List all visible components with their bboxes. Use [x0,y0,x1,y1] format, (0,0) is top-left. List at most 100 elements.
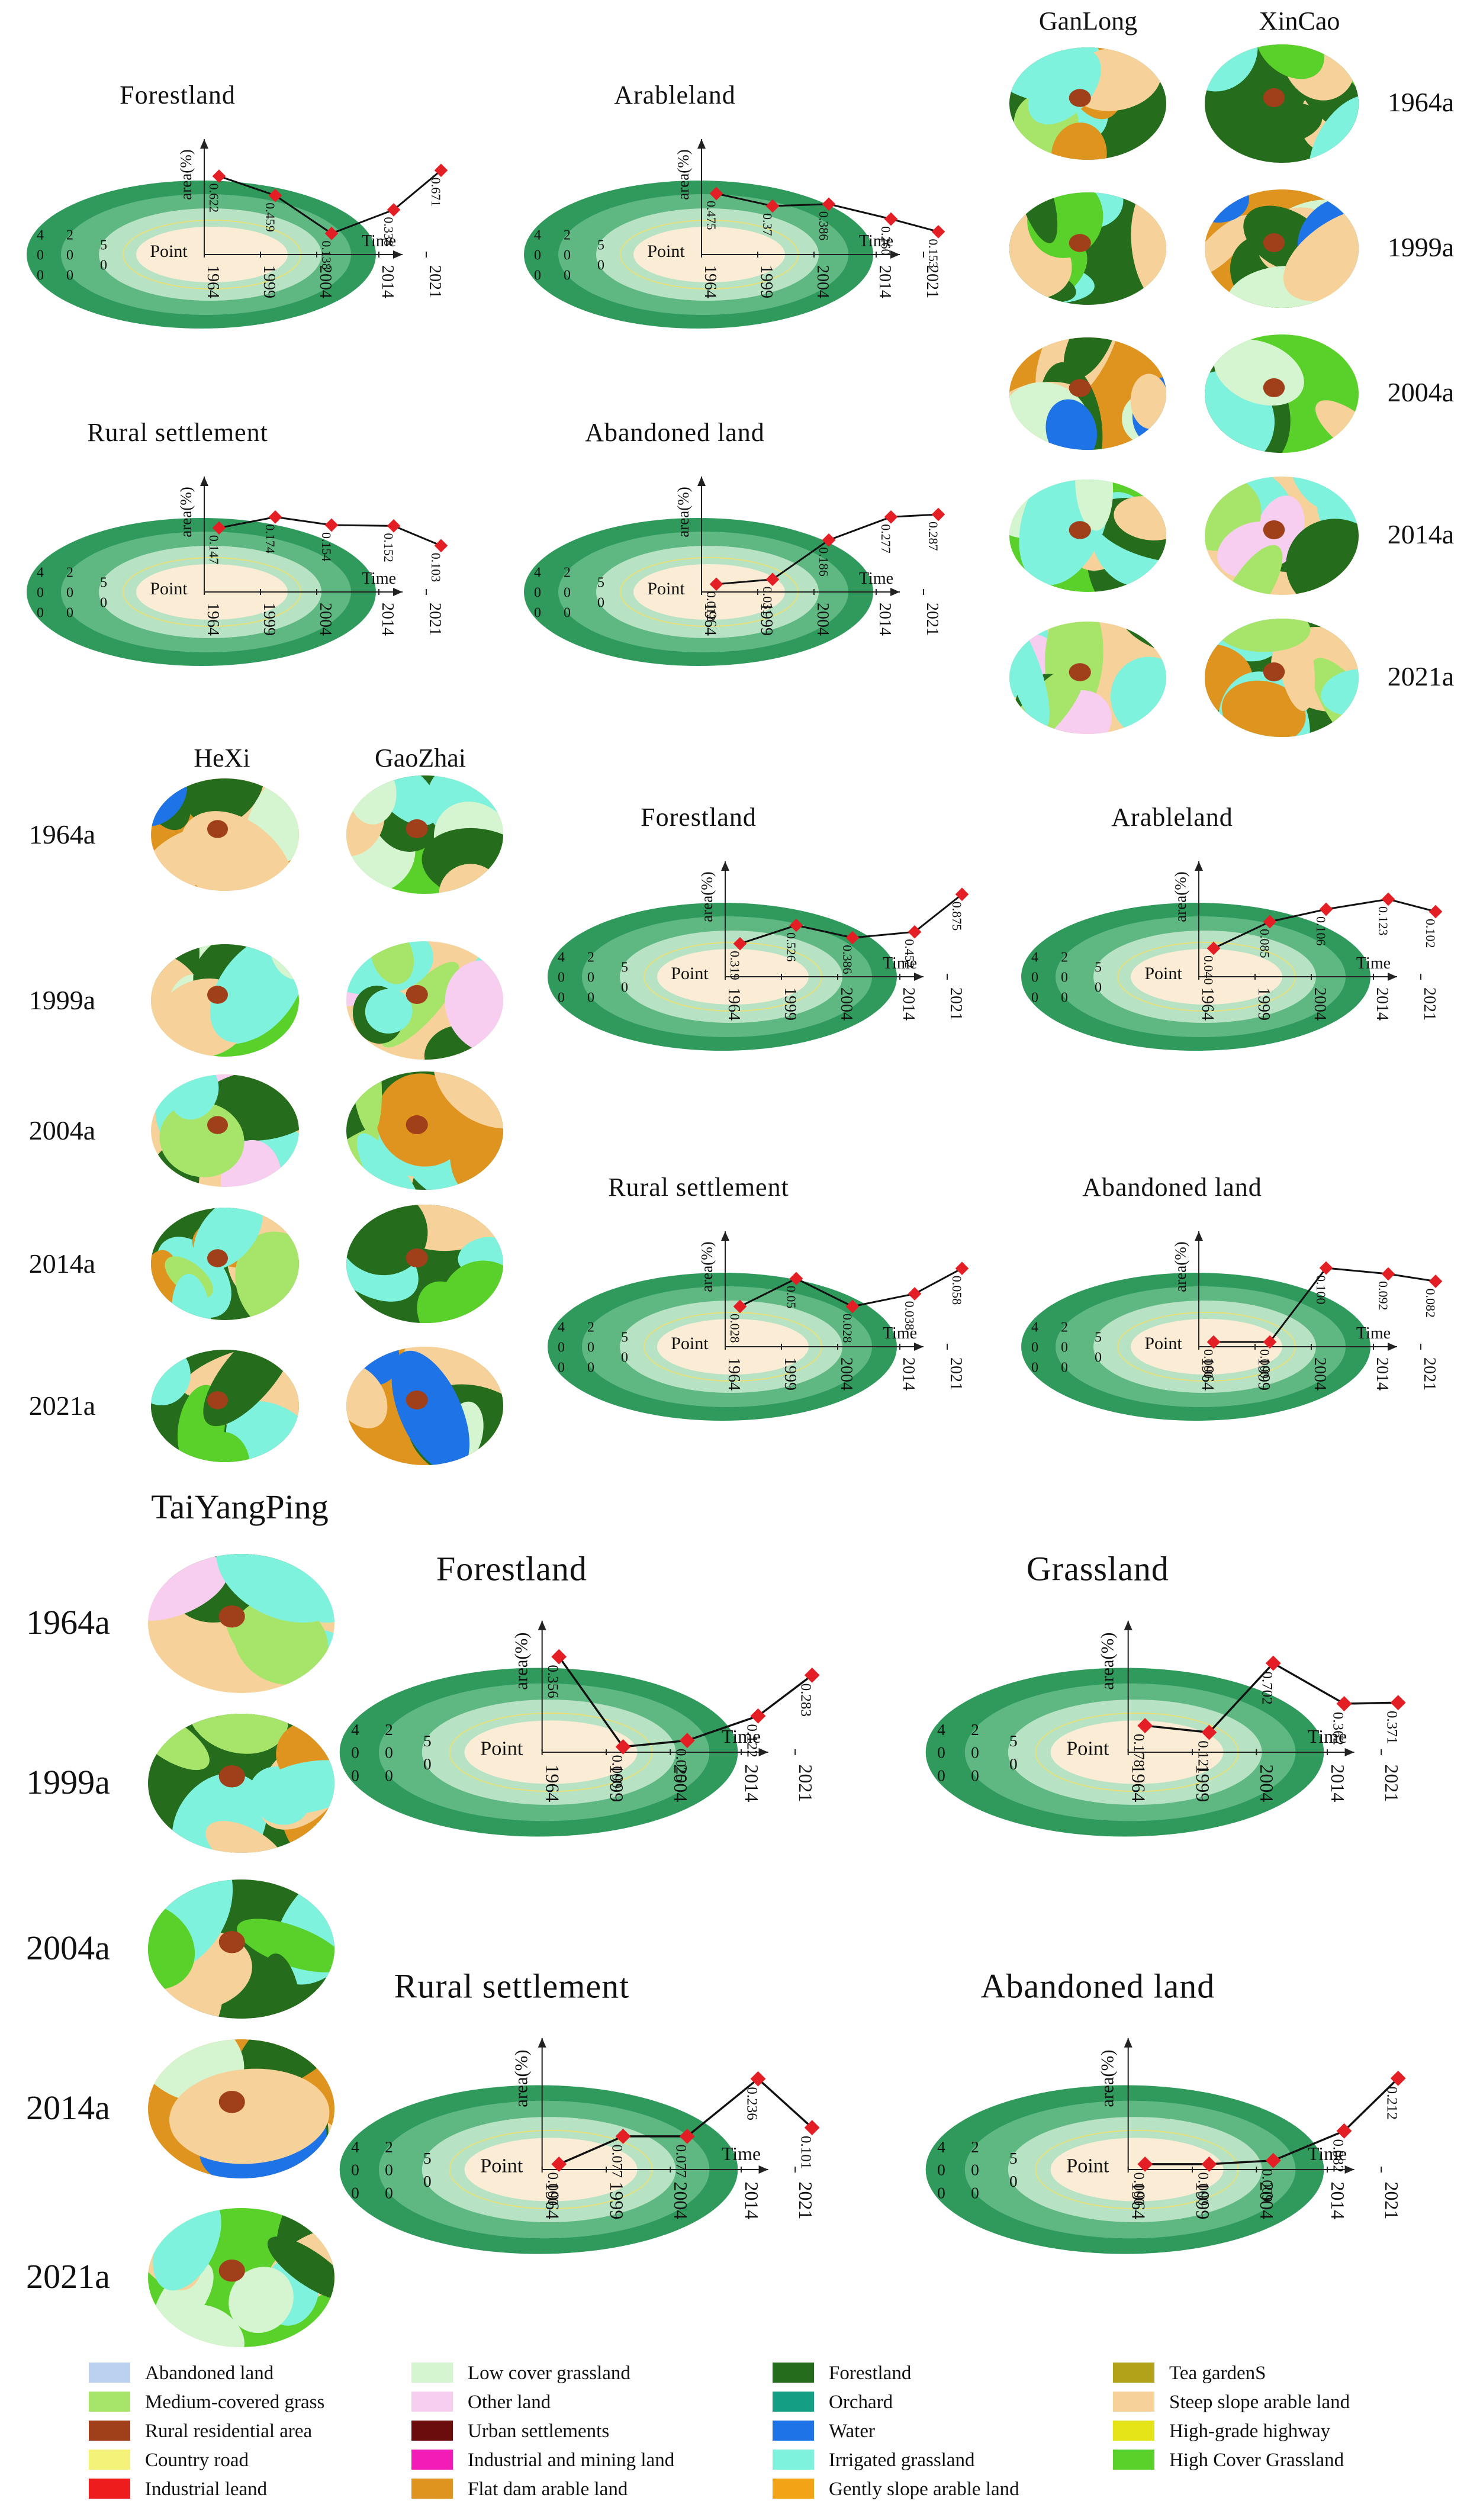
settlement-patch [207,1116,228,1134]
ring-label: 0 [100,595,107,610]
map-hexi [151,1208,299,1320]
x-axis-arrow [914,1343,924,1351]
x-axis-label: Time [859,569,893,588]
y-axis-label: area(%) [698,1241,716,1292]
data-label: 0.338 [381,217,396,246]
data-label: 0.077 [609,2145,625,2178]
y-axis-arrow [200,139,208,149]
x-axis-arrow [758,1748,768,1756]
ring-label: 0 [534,585,541,600]
x-axis-arrow [393,588,403,596]
ring-label: 0 [1031,1360,1038,1375]
data-label: 0.371 [1384,1711,1399,1744]
ring-label: 2 [587,950,594,965]
ring-label: 0 [558,990,565,1005]
y-axis-arrow [697,139,706,149]
year-label: 1999 [1192,2182,1213,2220]
data-label: 0.260 [879,226,893,256]
data-marker [1381,892,1395,906]
ring-label: 0 [1061,1340,1068,1355]
ring-label: 0 [937,2161,945,2179]
legend-swatch [773,2363,814,2383]
x-axis-arrow [1344,1748,1354,1756]
data-label: 0.000 [609,1755,625,1788]
ring-chart-6: 4 0 0 2 0 0 5 0 Point Time area(%) 1964 1999 2004 2014… [548,1173,969,1421]
year-label: 2014 [876,265,894,298]
data-marker [709,186,723,201]
map-patch [1130,374,1166,429]
data-label: 0.058 [950,1276,964,1305]
map-gaozhai [346,775,503,894]
legend-label: Orchard [829,2392,893,2413]
legend-swatch [773,2450,814,2470]
data-marker [908,1287,922,1301]
chart-title: Grassland [1027,1549,1169,1588]
data-marker [750,1708,766,1724]
ring-label: 0 [597,595,604,610]
year-label: 1964 [1128,1765,1149,1803]
data-marker [884,212,898,226]
point-label: Point [1144,1334,1182,1353]
year-label: 1999 [260,265,278,298]
map-patch [1256,44,1324,79]
data-label: 0.152 [381,533,396,562]
data-label: 0.459 [263,202,278,232]
year-row-label: 2014a [26,2088,110,2127]
chart-title: Abandoned land [981,1967,1215,2005]
map-ganlong [1009,192,1166,305]
data-label: 0.038 [902,1301,917,1331]
year-row-label: 1999a [1388,232,1454,262]
year-label: 1999 [1192,1765,1213,1803]
ring-chart-10: 4 0 0 2 0 0 5 0 Point Time area(%) 1964 1999 2004 2014… [339,1967,820,2254]
ring-label: 2 [66,565,73,580]
map-patch [252,1760,334,1814]
data-marker [733,1299,747,1314]
data-label: 0.009 [1259,2168,1275,2202]
ring-label: 0 [385,1744,393,1762]
y-axis-arrow [200,477,208,486]
ring-label: 0 [564,247,571,263]
map-patch [180,811,294,891]
map-gaozhai [346,1205,503,1323]
ring-label: 0 [558,970,565,985]
year-label: 2014 [876,603,894,636]
map-xincao [1205,619,1359,737]
data-label: 0.526 [784,932,799,962]
settlement-patch [218,2259,245,2282]
ring-label: 0 [423,1755,432,1773]
year-label: 1964 [1198,987,1217,1021]
ring-label: 2 [385,1721,393,1739]
settlement-patch [1069,663,1091,681]
map-patch [235,1231,299,1320]
settlement-patch [218,1930,245,1953]
ring-label: 0 [1095,1350,1102,1365]
legend-swatch [1113,2450,1154,2470]
ring-label: 0 [66,605,73,620]
data-label: 0.106 [1314,916,1328,946]
point-label: Point [1066,2155,1109,2177]
chart-title: Forestland [436,1549,587,1588]
y-axis-arrow [1195,1231,1203,1241]
year-label: 1999 [757,603,776,636]
data-label: 0.102 [1423,919,1438,948]
data-marker [908,925,922,939]
data-marker [1265,2152,1281,2168]
map-hexi [151,944,299,1057]
data-label: 0.475 [704,201,719,230]
year-label: 2004 [1256,1765,1277,1803]
data-label: 0.154 [319,532,334,562]
year-label: 2014 [1327,2182,1348,2220]
ring-label: 0 [385,1766,393,1784]
settlement-patch [207,820,228,838]
y-axis-arrow [1124,1620,1132,1630]
map-patch [183,778,265,826]
year-row-label: 2021a [26,2257,110,2296]
year-label: 1964 [542,1765,563,1803]
map-patch [194,1208,263,1270]
year-row-label: 2004a [29,1115,95,1145]
data-marker [750,2071,766,2087]
data-marker [324,227,339,240]
year-label: 2014 [741,2182,762,2220]
point-label: Point [671,1334,709,1353]
